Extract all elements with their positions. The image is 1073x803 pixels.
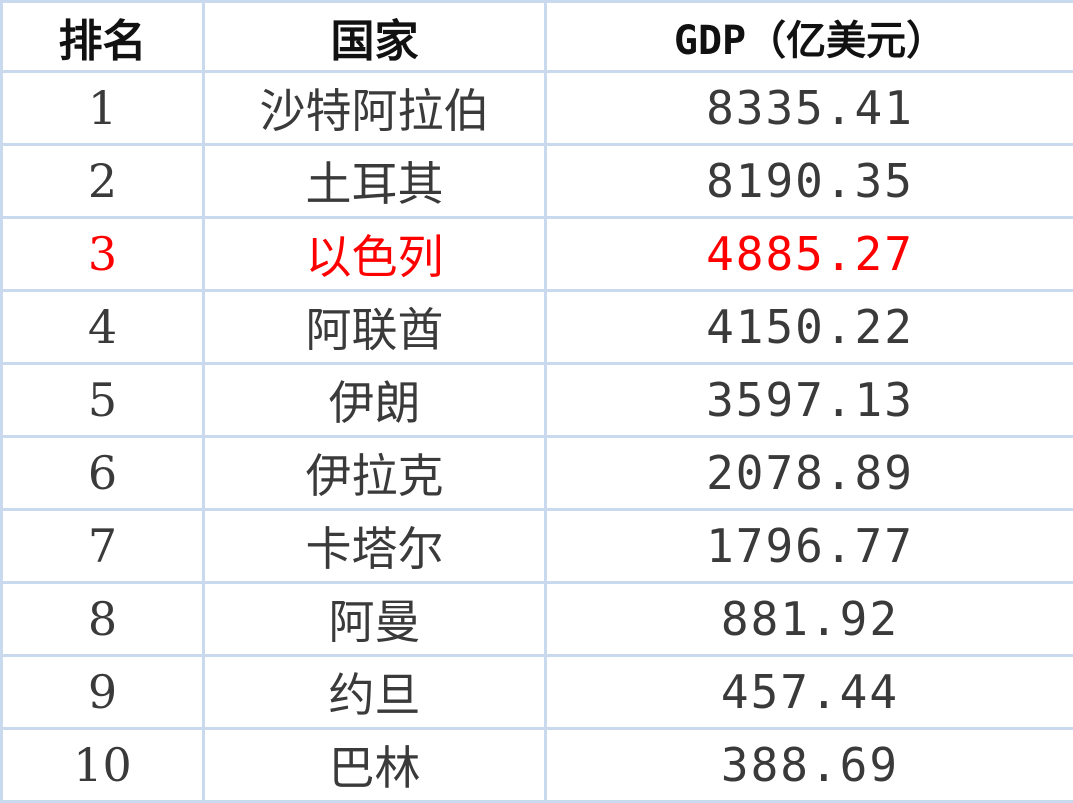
table-row: 6 伊拉克 2078.89	[2, 437, 1073, 510]
rank-cell: 3	[2, 218, 204, 291]
gdp-cell: 8190.35	[546, 145, 1073, 218]
rank-cell: 10	[2, 729, 204, 802]
country-column-header: 国家	[204, 2, 546, 72]
rank-cell: 4	[2, 291, 204, 364]
gdp-cell: 4885.27	[546, 218, 1073, 291]
header-row: 排名 国家 GDP（亿美元）	[2, 2, 1073, 72]
country-cell: 伊朗	[204, 364, 546, 437]
rank-cell: 2	[2, 145, 204, 218]
table-row: 7 卡塔尔 1796.77	[2, 510, 1073, 583]
gdp-cell: 8335.41	[546, 72, 1073, 145]
table-row: 2 土耳其 8190.35	[2, 145, 1073, 218]
gdp-cell: 1796.77	[546, 510, 1073, 583]
table-header: 排名 国家 GDP（亿美元）	[2, 2, 1073, 72]
country-cell: 巴林	[204, 729, 546, 802]
rank-cell: 1	[2, 72, 204, 145]
table-body: 1 沙特阿拉伯 8335.41 2 土耳其 8190.35 3 以色列 4885…	[2, 72, 1073, 802]
table-row: 3 以色列 4885.27	[2, 218, 1073, 291]
country-cell: 伊拉克	[204, 437, 546, 510]
gdp-cell: 388.69	[546, 729, 1073, 802]
rank-cell: 8	[2, 583, 204, 656]
gdp-cell: 2078.89	[546, 437, 1073, 510]
gdp-cell: 881.92	[546, 583, 1073, 656]
rank-cell: 6	[2, 437, 204, 510]
rank-cell: 5	[2, 364, 204, 437]
rank-cell: 9	[2, 656, 204, 729]
table-row: 1 沙特阿拉伯 8335.41	[2, 72, 1073, 145]
table-row: 10 巴林 388.69	[2, 729, 1073, 802]
rank-cell: 7	[2, 510, 204, 583]
country-cell: 约旦	[204, 656, 546, 729]
table-row: 5 伊朗 3597.13	[2, 364, 1073, 437]
gdp-cell: 3597.13	[546, 364, 1073, 437]
country-cell: 阿曼	[204, 583, 546, 656]
country-cell: 卡塔尔	[204, 510, 546, 583]
country-cell: 以色列	[204, 218, 546, 291]
table-row: 9 约旦 457.44	[2, 656, 1073, 729]
country-cell: 土耳其	[204, 145, 546, 218]
country-cell: 沙特阿拉伯	[204, 72, 546, 145]
table-row: 8 阿曼 881.92	[2, 583, 1073, 656]
gdp-cell: 4150.22	[546, 291, 1073, 364]
rank-column-header: 排名	[2, 2, 204, 72]
gdp-cell: 457.44	[546, 656, 1073, 729]
table-row: 4 阿联酋 4150.22	[2, 291, 1073, 364]
country-cell: 阿联酋	[204, 291, 546, 364]
gdp-column-header: GDP（亿美元）	[546, 2, 1073, 72]
